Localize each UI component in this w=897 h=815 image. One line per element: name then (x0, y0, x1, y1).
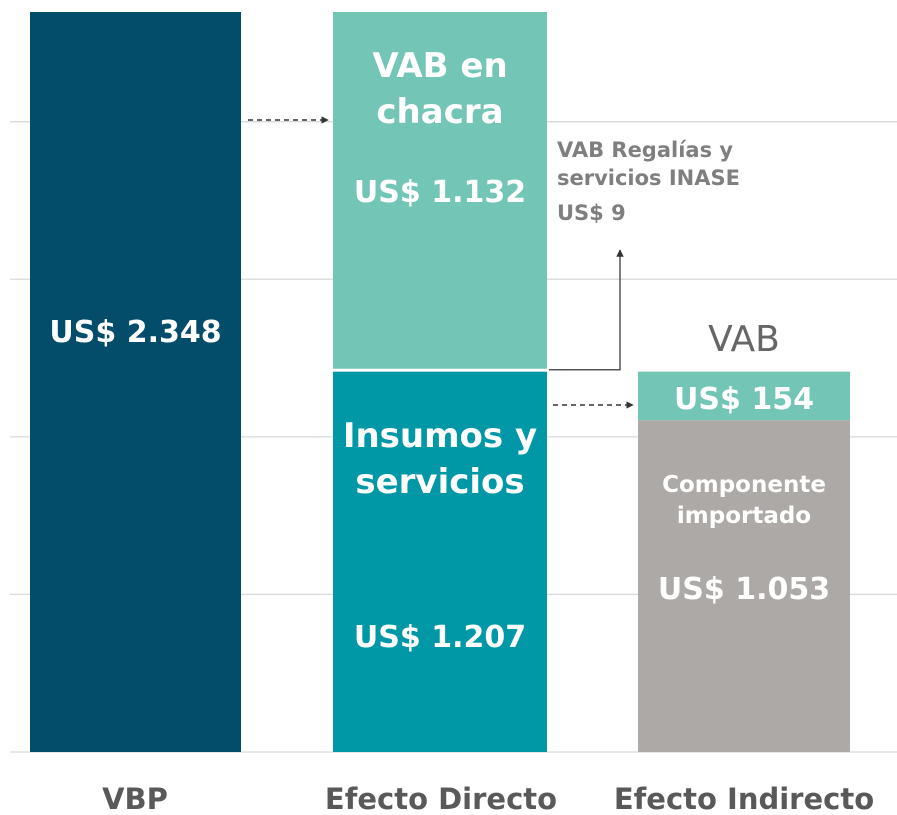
bar-segment (333, 368, 547, 372)
segment-name: Insumos y servicios (342, 416, 538, 502)
annotation-value: US$ 9 (557, 201, 626, 225)
x-tick-label: Efecto Indirecto (613, 782, 875, 815)
segment-name: Componente importado (662, 472, 826, 530)
x-tick-label: VBP (102, 782, 168, 815)
value-label: US$ 1.132 (353, 175, 527, 210)
connector-arrow (549, 249, 624, 371)
segment-name: VAB (708, 318, 780, 360)
value-label: US$ 154 (674, 382, 814, 417)
bar-segment (638, 371, 850, 421)
bar-segment (30, 12, 241, 752)
annotation-label: VAB Regalías y servicios INASE (557, 138, 740, 191)
value-label: US$ 2.348 (49, 315, 222, 350)
segment-name: VAB en chacra (372, 46, 508, 132)
bar-segment (333, 371, 547, 752)
value-label: US$ 1.207 (353, 620, 527, 655)
bar-segment (333, 12, 547, 369)
bar-segment (638, 420, 850, 752)
value-label: US$ 1.053 (657, 572, 831, 607)
x-tick-label: Efecto Directo (324, 782, 558, 815)
